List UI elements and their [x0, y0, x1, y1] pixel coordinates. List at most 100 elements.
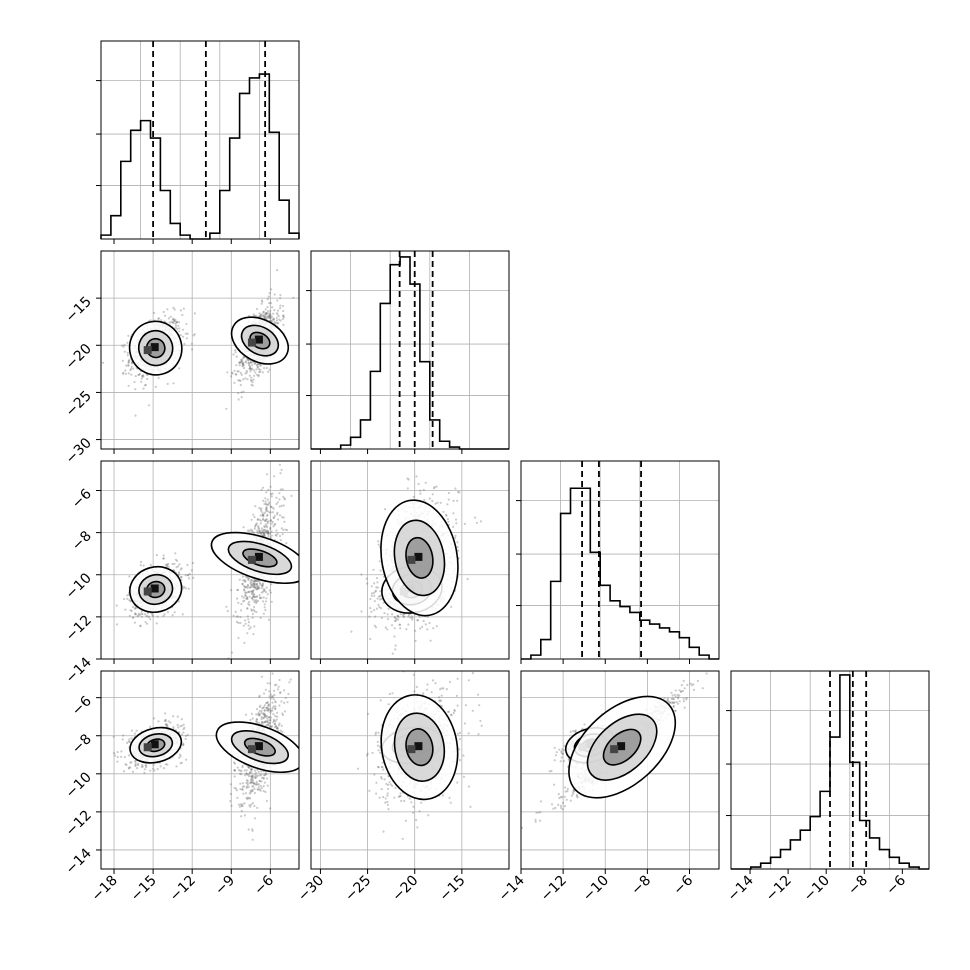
scatter-point	[422, 619, 425, 623]
scatter-point	[433, 486, 436, 489]
scatter-point	[251, 530, 254, 533]
scatter-point	[146, 622, 149, 625]
scatter-point	[136, 767, 139, 770]
scatter-point	[266, 298, 269, 301]
scatter-point	[152, 764, 155, 767]
scatter-point	[282, 323, 285, 326]
scatter-point	[249, 366, 252, 369]
scatter-point	[178, 367, 181, 370]
scatter-point	[259, 583, 262, 586]
scatter-point	[256, 579, 259, 582]
scatter-point	[180, 576, 183, 579]
scatter-point	[419, 627, 422, 630]
scatter-point	[258, 506, 261, 510]
scatter-point	[272, 312, 275, 315]
scatter-point	[226, 609, 229, 613]
scatter-point	[242, 526, 245, 529]
scatter-point	[243, 580, 246, 583]
scatter-point	[366, 582, 369, 585]
scatter-point	[269, 313, 272, 316]
scatter-point	[242, 378, 245, 381]
scatter-point	[142, 374, 145, 377]
scatter-point	[368, 615, 371, 618]
scatter-point	[235, 615, 238, 618]
scatter-point	[251, 384, 254, 387]
scatter-point	[141, 374, 144, 377]
scatter-point	[142, 375, 145, 378]
scatter-point	[412, 495, 415, 498]
hist-frame-1	[310, 250, 510, 450]
scatter-point	[264, 519, 267, 522]
scatter-point	[172, 317, 175, 320]
scatter-point	[271, 319, 274, 322]
scatter-point	[264, 497, 267, 500]
scatter-point	[123, 343, 126, 346]
scatter-point	[142, 387, 145, 390]
scatter-point	[180, 733, 183, 736]
scatter-point	[146, 615, 149, 618]
scatter-point	[256, 531, 259, 534]
scatter-point	[156, 615, 159, 618]
scatter-point	[386, 628, 389, 631]
scatter-point	[261, 529, 264, 532]
scatter-point	[258, 596, 262, 599]
scatter-point	[456, 541, 459, 544]
scatter-point	[130, 609, 133, 613]
scatter-point	[268, 302, 271, 305]
scatter-point	[251, 612, 254, 616]
scatter-point	[419, 492, 422, 495]
scatter-point	[272, 516, 275, 519]
scatter-point	[250, 608, 253, 611]
scatter-point	[250, 379, 253, 382]
scatter-point	[127, 361, 130, 364]
scatter-point	[249, 528, 252, 531]
scatter-point	[395, 617, 398, 621]
scatter-point	[479, 520, 483, 523]
scatter-point	[240, 602, 243, 606]
scatter-point	[271, 520, 274, 524]
scatter-point	[176, 715, 179, 718]
scatter-point	[137, 614, 140, 617]
scatter-point	[270, 522, 273, 525]
scatter-point	[127, 766, 130, 770]
scatter-point	[152, 767, 155, 770]
scatter-point	[276, 313, 279, 316]
scatter-point	[235, 355, 238, 358]
scatter-point	[264, 500, 267, 503]
scatter-point	[167, 720, 170, 723]
scatter-point	[171, 318, 175, 321]
scatter-point	[256, 599, 260, 603]
scatter-point	[240, 358, 243, 361]
scatter-point	[175, 765, 178, 768]
histogram-panel-0	[96, 40, 300, 240]
scatter-point	[374, 589, 377, 592]
scatter-point	[145, 766, 148, 769]
scatter-point	[138, 372, 141, 376]
scatter-point	[256, 517, 259, 521]
scatter-point	[241, 360, 244, 363]
scatter-point	[245, 371, 248, 374]
scatter-point	[240, 396, 243, 399]
scatter-point	[282, 528, 285, 531]
scatter-point	[180, 576, 183, 579]
scatter-point	[403, 615, 406, 619]
scatter-point	[140, 380, 143, 383]
scatter-point	[457, 549, 460, 552]
scatter-point	[246, 529, 250, 532]
scatter-point	[268, 312, 271, 315]
scatter-point	[450, 605, 453, 608]
scatter-point	[256, 587, 259, 590]
scatter-point	[251, 616, 254, 619]
scatter-point	[136, 615, 139, 618]
scatter-point	[247, 618, 250, 621]
scatter-point	[172, 715, 175, 718]
scatter-point	[265, 311, 268, 315]
scatter-point	[265, 503, 268, 506]
scatter-point	[261, 600, 265, 603]
scatter-point	[267, 530, 270, 533]
scatter-point	[123, 350, 126, 353]
scatter-point	[387, 607, 390, 610]
scatter-point	[454, 534, 457, 538]
scatter-point	[262, 588, 265, 591]
scatter-point	[259, 616, 262, 620]
